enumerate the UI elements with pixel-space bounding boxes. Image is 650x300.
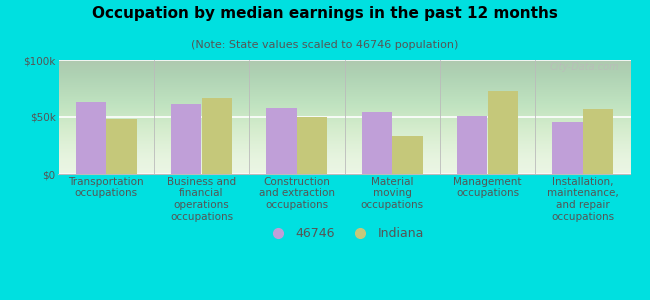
Bar xyxy=(488,91,518,174)
Bar xyxy=(202,98,232,174)
Legend: 46746, Indiana: 46746, Indiana xyxy=(260,222,429,245)
Bar xyxy=(297,117,328,174)
Bar xyxy=(171,104,202,174)
Bar xyxy=(457,116,488,174)
Bar xyxy=(266,108,297,174)
Bar xyxy=(583,109,614,174)
Bar xyxy=(361,112,392,174)
Bar xyxy=(392,136,422,174)
Text: City-Data.com: City-Data.com xyxy=(549,62,619,72)
Bar xyxy=(75,102,106,174)
Text: Occupation by median earnings in the past 12 months: Occupation by median earnings in the pas… xyxy=(92,6,558,21)
Text: (Note: State values scaled to 46746 population): (Note: State values scaled to 46746 popu… xyxy=(191,40,459,50)
Bar xyxy=(552,122,583,174)
Bar xyxy=(106,119,136,174)
